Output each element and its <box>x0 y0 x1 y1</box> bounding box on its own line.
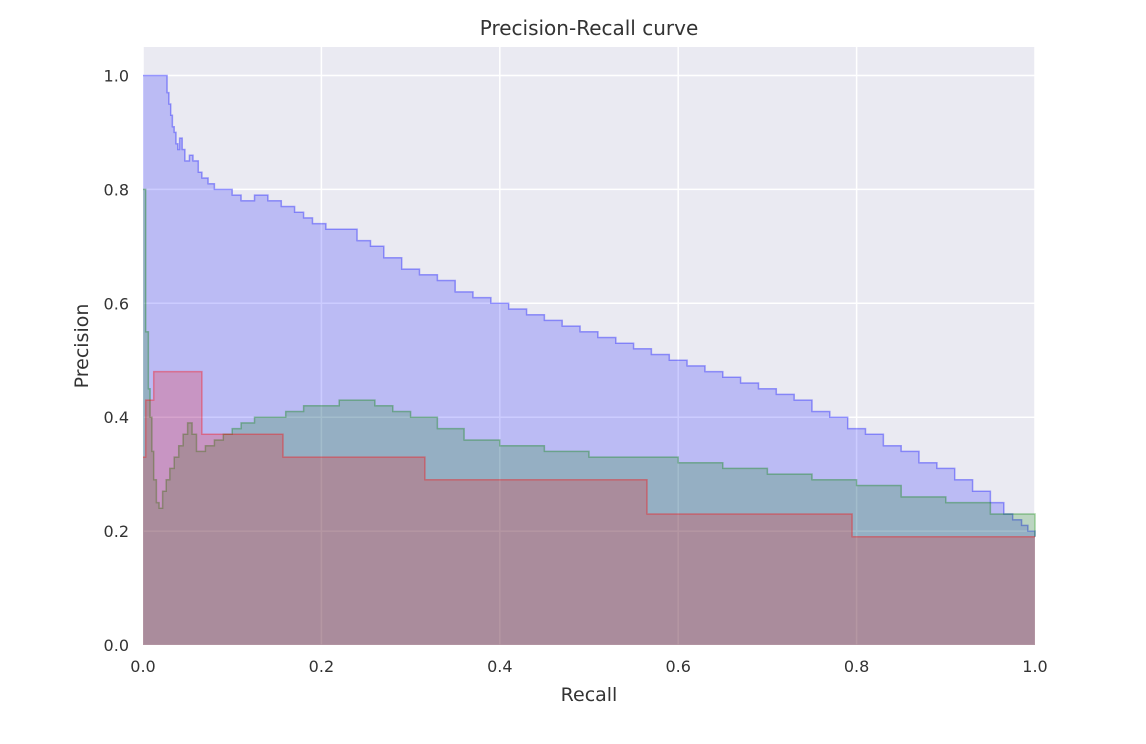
blue-series-line <box>143 74 1036 537</box>
x-axis-label: Recall <box>561 684 618 706</box>
x-tick-label: 0.4 <box>487 657 512 676</box>
plot-background <box>143 47 1035 645</box>
y-tick-label: 0.6 <box>104 294 129 313</box>
red-series-line <box>143 370 1035 538</box>
y-tick-labels: 0.0 0.2 0.4 0.6 0.8 1.0 <box>104 66 129 655</box>
x-tick-label: 0.0 <box>130 657 155 676</box>
green-series-area <box>143 189 1035 645</box>
chart-title: Precision-Recall curve <box>480 16 699 40</box>
x-tick-labels: 0.0 0.2 0.4 0.6 0.8 1.0 <box>130 657 1047 676</box>
x-tick-label: 1.0 <box>1022 657 1047 676</box>
green-series-line <box>143 188 1036 537</box>
y-tick-label: 1.0 <box>104 66 129 85</box>
x-tick-label: 0.2 <box>309 657 334 676</box>
y-tick-label: 0.8 <box>104 180 129 199</box>
x-tick-label: 0.6 <box>665 657 690 676</box>
y-tick-label: 0.4 <box>104 408 129 427</box>
y-tick-label: 0.2 <box>104 522 129 541</box>
y-axis-label: Precision <box>71 304 93 389</box>
grid-lines <box>142 47 1036 646</box>
blue-series-area <box>143 75 1035 645</box>
x-tick-label: 0.8 <box>844 657 869 676</box>
y-tick-label: 0.0 <box>104 636 129 655</box>
series-areas <box>143 74 1036 645</box>
red-series-area <box>143 371 1035 645</box>
